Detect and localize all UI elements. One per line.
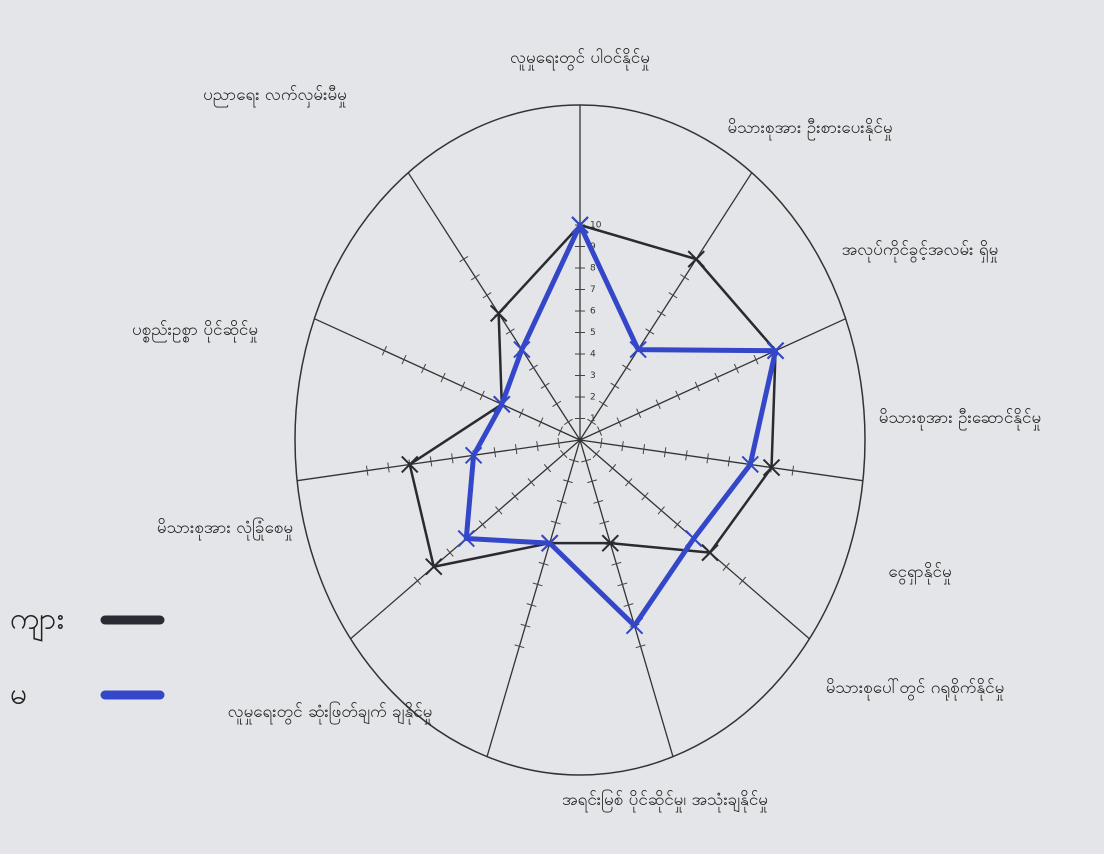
axis-label: လူမှုရေးတွင် ဆုံးဖြတ်ချက် ချနိုင်မှု xyxy=(228,700,433,725)
r-tick-label: 6 xyxy=(590,307,596,317)
r-tick-label: 5 xyxy=(590,328,596,338)
r-tick-label: 4 xyxy=(590,350,596,360)
axis-label: မိသားစုပေါ်တွင် ဂရုစိုက်နိုင်မှု xyxy=(826,677,1005,701)
axis-label: အရင်းမြစ် ပိုင်ဆိုင်မှု၊ အသုံးချနိုင်မှု xyxy=(562,788,768,813)
axis-label: ပစ္စည်းဥစ္စာ ပိုင်ဆိုင်မှု xyxy=(132,320,258,343)
axis-label: မိသားစုအား ဦးဆောင်နိုင်မှု xyxy=(879,408,1041,431)
r-tick-label: 3 xyxy=(590,371,596,381)
axis-label: လူမှုရေးတွင် ပါဝင်နိုင်မှု xyxy=(510,47,650,71)
legend-label: ကျား xyxy=(10,602,64,643)
chart: 12345678910လူမှုရေးတွင် ပါဝင်နိုင်မှုမိသ… xyxy=(0,0,1104,854)
axis-label: ပညာရေး လက်လှမ်းမီမှု xyxy=(203,85,347,108)
axis-label: မိသားစုအား ဦးစားပေးနိုင်မှု xyxy=(727,118,892,141)
r-tick-label: 8 xyxy=(590,264,596,274)
r-tick-label: 7 xyxy=(590,285,596,295)
axis-label: ငွေရှာနိုင်မှု xyxy=(888,562,951,585)
page: {"chart_data": {"type": "radar", "catego… xyxy=(0,0,1104,854)
legend-label: မ xyxy=(10,677,27,712)
axis-label: မိသားစုအား လုံခြုံစေမှု xyxy=(157,516,293,541)
axis-label: အလုပ်ကိုင်ခွင့်အလမ်း ရှိမှု xyxy=(842,240,999,263)
r-tick-label: 2 xyxy=(590,393,596,403)
